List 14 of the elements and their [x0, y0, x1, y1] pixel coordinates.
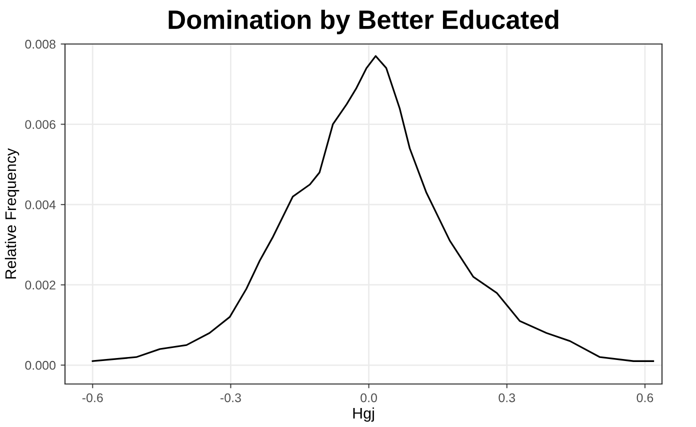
x-tick-label: 0.0 [360, 393, 377, 402]
y-axis-title: Relative Frequency [4, 148, 20, 279]
x-tick-label: -0.6 [82, 393, 103, 402]
y-tick-label: 0.002 [25, 280, 56, 290]
y-tick-label: 0.006 [25, 120, 56, 129]
x-tick-label: 0.6 [636, 393, 654, 402]
y-tick-label: 0.000 [25, 360, 56, 370]
x-tick-label: 0.3 [498, 393, 516, 402]
y-tick-label: 0.004 [25, 200, 56, 210]
line-series [92, 55, 654, 362]
x-axis-title: Hgj [353, 407, 374, 422]
y-tick-label: 0.008 [25, 40, 56, 49]
x-tick-label: -0.3 [220, 393, 241, 402]
chart-title: Domination by Better Educated [168, 10, 558, 34]
